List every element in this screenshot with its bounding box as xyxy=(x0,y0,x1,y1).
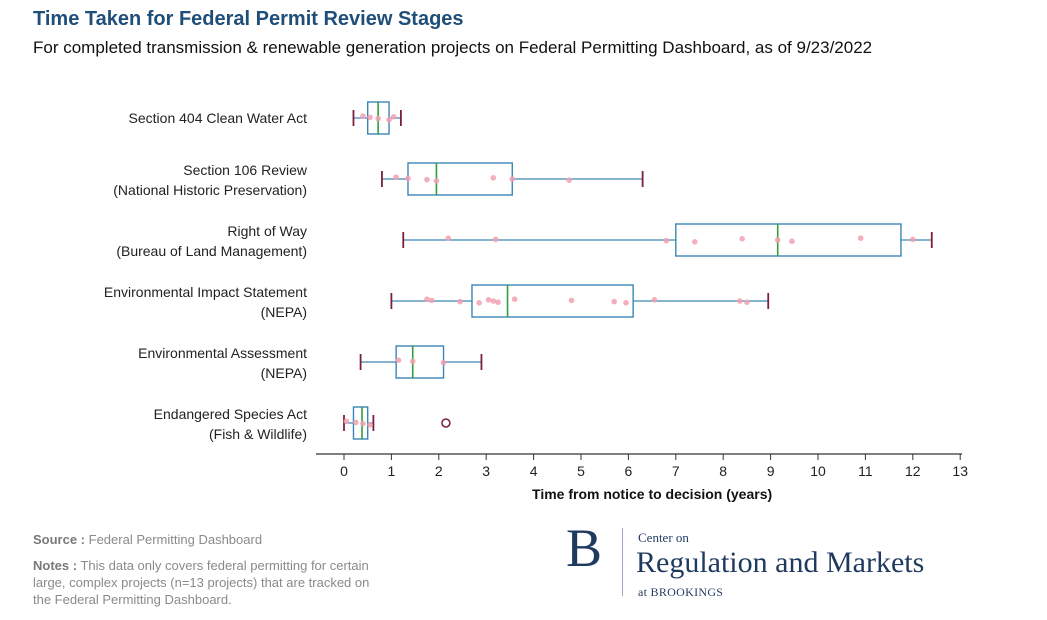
category-label: Right of Way xyxy=(227,223,307,239)
category-sublabel: (NEPA) xyxy=(261,365,307,381)
x-tick-label: 10 xyxy=(810,463,826,479)
data-point xyxy=(495,299,501,306)
source-label: Source : xyxy=(33,532,86,547)
logo-line-1: Center on xyxy=(638,530,689,545)
iqr-box xyxy=(471,284,634,318)
iqr-box xyxy=(675,223,902,257)
category-label: Endangered Species Act xyxy=(154,406,307,422)
x-tick-label: 3 xyxy=(482,463,490,479)
data-point xyxy=(774,237,781,243)
data-point xyxy=(910,236,916,243)
outlier-point xyxy=(441,418,451,428)
data-point xyxy=(424,176,430,183)
x-tick-label: 12 xyxy=(905,463,921,479)
box-row: Section 404 Clean Water Act xyxy=(129,101,402,135)
notes-line-3: the Federal Permitting Dashboard. xyxy=(33,592,232,607)
data-point xyxy=(623,300,629,306)
data-point xyxy=(360,420,366,427)
data-point xyxy=(739,236,745,242)
data-point xyxy=(390,114,397,120)
notes-block: Notes : This data only covers federal pe… xyxy=(33,557,369,608)
source-note: Source : Federal Permitting Dashboard xyxy=(33,531,262,548)
data-point xyxy=(360,113,366,119)
data-point xyxy=(424,296,430,303)
data-point xyxy=(440,359,447,366)
data-point xyxy=(736,298,743,304)
x-tick-label: 1 xyxy=(388,463,396,479)
data-point xyxy=(476,300,482,306)
box-row: Environmental Impact Statement (NEPA) xyxy=(104,284,770,320)
data-point xyxy=(789,238,795,244)
iqr-box xyxy=(395,345,445,379)
category-sublabel: (Fish & Wildlife) xyxy=(209,426,307,442)
data-point xyxy=(367,422,373,428)
data-point xyxy=(485,297,492,303)
data-point xyxy=(611,298,617,305)
data-point xyxy=(445,235,452,241)
data-point xyxy=(405,175,411,182)
notes-line-1: This data only covers federal permitting… xyxy=(80,558,369,573)
data-point xyxy=(395,357,402,364)
data-point xyxy=(386,117,392,123)
data-point xyxy=(511,296,518,303)
x-tick-label: 9 xyxy=(767,463,775,479)
data-point xyxy=(457,298,463,305)
category-label: Section 404 Clean Water Act xyxy=(129,110,308,126)
x-tick-label: 11 xyxy=(858,463,873,479)
data-point xyxy=(744,299,750,306)
data-point xyxy=(490,298,497,304)
x-tick-label: 8 xyxy=(719,463,727,479)
data-point xyxy=(353,419,359,426)
data-point xyxy=(857,235,864,241)
x-tick-label: 2 xyxy=(435,463,443,479)
brookings-logo-letter: B xyxy=(566,518,603,578)
data-point xyxy=(568,297,575,304)
chart-subtitle: For completed transmission & renewable g… xyxy=(33,38,873,57)
category-label: Environmental Impact Statement xyxy=(104,284,307,300)
data-point xyxy=(343,418,350,425)
data-point xyxy=(428,297,435,304)
source-text: Federal Permitting Dashboard xyxy=(88,532,263,547)
iqr-box xyxy=(407,162,513,196)
box-row: Environmental Assessment (NEPA) xyxy=(138,345,483,381)
x-tick-label: 7 xyxy=(672,463,680,479)
x-tick-label: 4 xyxy=(530,463,538,479)
x-tick-label: 13 xyxy=(952,463,968,479)
box-row: Right of Way (Bureau of Land Management) xyxy=(116,223,933,259)
data-point xyxy=(492,236,499,243)
x-tick-label: 5 xyxy=(577,463,585,479)
data-point xyxy=(663,237,670,244)
x-tick-label: 0 xyxy=(340,463,348,479)
category-label: Section 106 Review xyxy=(183,162,308,178)
data-point xyxy=(375,115,381,122)
x-tick-label: 6 xyxy=(625,463,633,479)
data-point xyxy=(566,177,572,183)
logo-line-3: at BROOKINGS xyxy=(638,585,724,599)
boxplot-chart: Section 404 Clean Water Act Section 106 R… xyxy=(104,101,968,502)
data-point xyxy=(509,176,516,182)
data-point xyxy=(393,174,399,180)
notes-line-2: large, complex projects (n=13 projects) … xyxy=(33,575,370,590)
notes-label: Notes : xyxy=(33,558,78,573)
category-sublabel: (Bureau of Land Management) xyxy=(116,243,307,259)
chart-title: Time Taken for Federal Permit Review Sta… xyxy=(33,8,464,30)
data-point xyxy=(651,297,658,303)
logo-line-2: Regulation and Markets xyxy=(636,546,925,579)
logo-divider xyxy=(622,528,623,596)
x-axis-label: Time from notice to decision (years) xyxy=(532,486,772,502)
category-sublabel: (NEPA) xyxy=(261,304,307,320)
data-point xyxy=(367,114,373,121)
data-point xyxy=(691,239,698,245)
category-label: Environmental Assessment xyxy=(138,345,307,361)
data-point xyxy=(490,175,497,181)
data-point xyxy=(433,178,440,184)
data-point xyxy=(409,358,416,365)
category-sublabel: (National Historic Preservation) xyxy=(113,182,307,198)
box-row: Section 106 Review (National Historic Pre… xyxy=(113,162,644,198)
box-row: Endangered Species Act (Fish & Wildlife) xyxy=(154,406,451,442)
